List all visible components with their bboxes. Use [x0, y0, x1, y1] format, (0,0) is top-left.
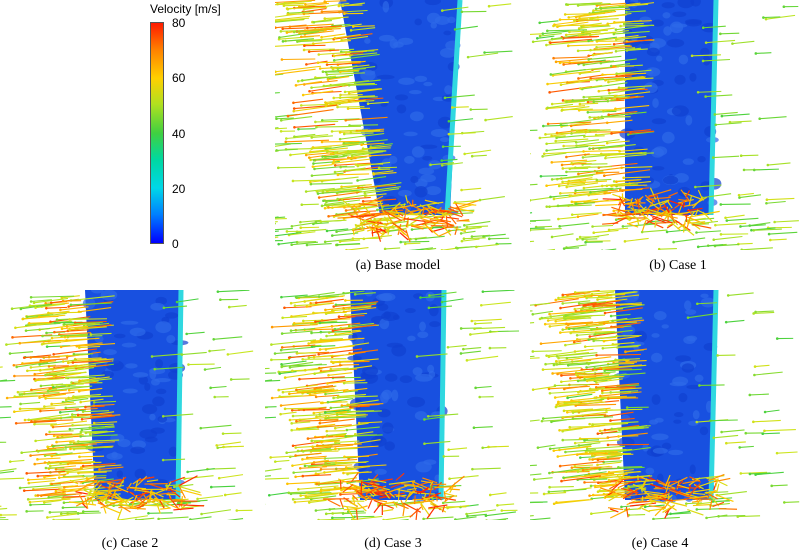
velocity-arrows — [275, 0, 513, 250]
legend-tick-0: 0 — [172, 237, 179, 251]
velocity-arrows — [0, 290, 254, 520]
caption-case-3: (d) Case 3 — [364, 536, 422, 551]
panel-case-4 — [530, 290, 800, 520]
legend-tick-80: 80 — [172, 16, 186, 30]
caption-base-model: (a) Base model — [355, 258, 441, 273]
caption-case-2: (c) Case 2 — [101, 536, 159, 551]
panel-case-2 — [0, 290, 255, 520]
panel-base-model — [275, 0, 515, 250]
panel-case-3 — [265, 290, 520, 520]
caption-case-4: (e) Case 4 — [631, 536, 689, 551]
legend-title: Velocity [m/s] — [150, 2, 221, 16]
caption-case-1: (b) Case 1 — [649, 258, 707, 273]
velocity-colorbar — [150, 22, 164, 244]
legend-tick-20: 20 — [172, 182, 186, 196]
velocity-arrows — [530, 290, 800, 520]
velocity-arrows — [530, 2, 799, 250]
legend-tick-40: 40 — [172, 127, 186, 141]
velocity-arrows — [265, 290, 520, 520]
panel-case-1 — [530, 0, 800, 250]
legend-tick-60: 60 — [172, 71, 186, 85]
